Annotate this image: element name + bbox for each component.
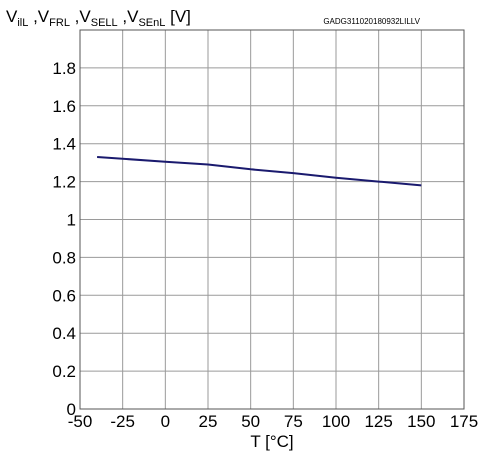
y-tick-label: 1.4 [52,135,76,154]
y-label-subscript: ilL [17,17,28,29]
x-tick-label: 100 [322,412,350,431]
series-line [97,156,422,187]
y-axis-label: VilL ,VFRL ,VSELL ,VSEnL [V] [6,7,191,29]
x-tick-label: 175 [450,412,478,431]
y-tick-label: 0.8 [52,248,76,267]
x-tick-label: 150 [407,412,435,431]
gridlines [79,29,465,410]
y-tick-label: 1.2 [52,173,76,192]
y-tick-label: 1 [67,211,76,230]
plot-frame [79,29,465,410]
series-layer [97,156,422,187]
y-axis-label-text: VilL ,VFRL ,VSELL ,VSEnL [V] [6,7,191,29]
y-label-main: ,V [70,7,91,26]
x-tick-label: -25 [110,412,135,431]
x-tick-label: -50 [68,412,93,431]
x-tick-label: 50 [241,412,260,431]
y-tick-label: 0 [67,400,76,419]
y-tick-labels: 0 0.2 0.4 0.6 0.8 1 1.2 1.4 1.6 1.8 [52,59,76,419]
y-tick-label: 0.2 [52,362,76,381]
y-label-subscript: SEnL [138,17,165,29]
x-tick-label: 25 [199,412,218,431]
x-tick-label: 75 [284,412,303,431]
chart-code: GADG311020180932LILLV [323,17,420,26]
x-tick-label: 125 [364,412,392,431]
y-tick-label: 1.8 [52,59,76,78]
y-label-subscript: FRL [49,17,70,29]
x-tick-label: 0 [161,412,170,431]
y-label-main: V [6,7,18,26]
y-label-main: ,V [28,7,49,26]
x-axis-label: T [°C] [250,432,293,451]
x-tick-labels: -50 -25 0 25 50 75 100 125 150 175 [68,412,478,431]
y-tick-label: 0.4 [52,324,76,343]
y-label-main: [V] [165,7,191,26]
y-tick-label: 1.6 [52,97,76,116]
y-label-main: ,V [118,7,139,26]
y-label-subscript: SELL [91,17,118,29]
y-tick-label: 0.6 [52,286,76,305]
